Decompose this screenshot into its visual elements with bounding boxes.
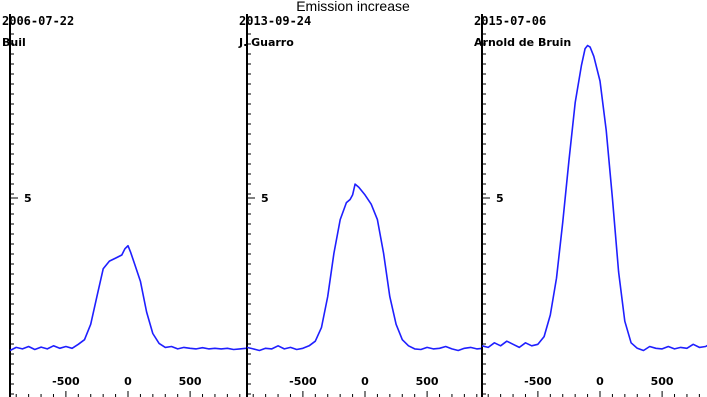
- panel-observer-label: Buil: [2, 36, 26, 49]
- panels-group: 5 -500 0 500 2006-07-22 Buil 5 -500 0 500 2013-09-…: [2, 14, 707, 397]
- x-tick-label: 500: [416, 375, 439, 388]
- x-tick-label: 500: [651, 375, 674, 388]
- panel-observer-label: Arnold de Bruin: [474, 36, 571, 49]
- panel-date-label: 2015-07-06: [474, 14, 546, 28]
- spectrum-line: [481, 44, 707, 352]
- panel-date-label: 2013-09-24: [239, 14, 311, 28]
- panel-2: 5 -500 0 500 2013-09-24 J. Guarro: [238, 14, 484, 397]
- panel-observer-label: J. Guarro: [238, 36, 294, 49]
- x-tick-label: -500: [524, 375, 552, 388]
- panel-date-label: 2006-07-22: [2, 14, 74, 28]
- panel-1: 5 -500 0 500 2006-07-22 Buil: [2, 14, 247, 397]
- x-tick-label: -500: [52, 375, 80, 388]
- y-tick-label: 5: [496, 192, 504, 205]
- x-tick-label: -500: [289, 375, 317, 388]
- x-tick-label: 0: [596, 375, 604, 388]
- y-tick-label: 5: [261, 192, 269, 205]
- chart-title: Emission increase: [296, 0, 410, 14]
- x-tick-label: 0: [361, 375, 369, 388]
- x-tick-label: 0: [124, 375, 132, 388]
- spectrum-line: [9, 244, 247, 352]
- y-tick-label: 5: [24, 192, 32, 205]
- x-tick-label: 500: [179, 375, 202, 388]
- panel-3: 5 -500 0 500 2015-07-06 Arnold de Bruin: [474, 14, 707, 397]
- spectrum-line: [246, 183, 484, 352]
